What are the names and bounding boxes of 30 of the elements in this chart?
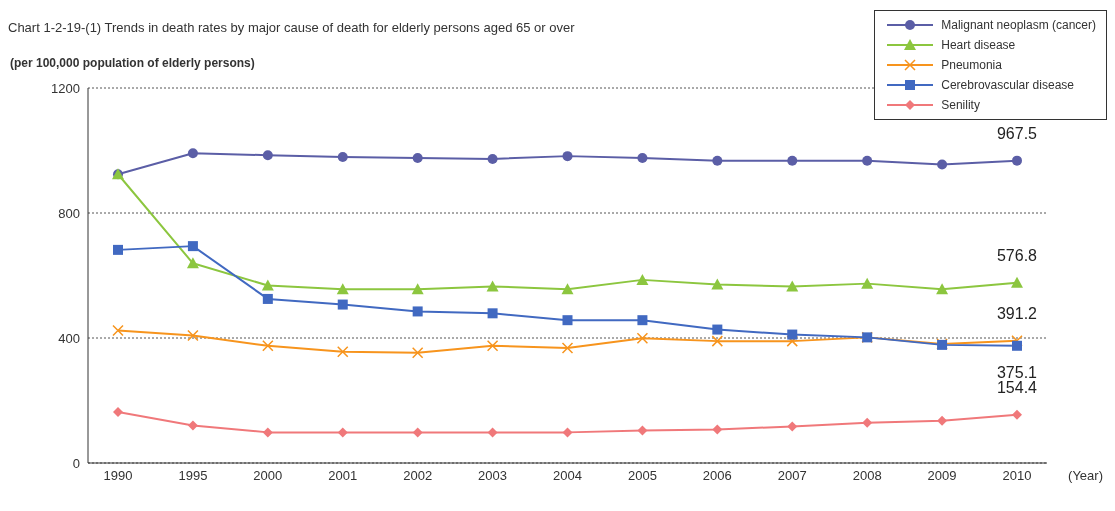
y-tick-label: 0	[72, 455, 80, 471]
x-tick-label: 2008	[852, 468, 882, 484]
legend-label: Malignant neoplasm (cancer)	[941, 18, 1096, 32]
y-tick-label: 1200	[51, 80, 80, 96]
data-label: 576.8	[996, 246, 1038, 264]
legend-label: Pneumonia	[941, 58, 1002, 72]
x-tick-label: 2004	[553, 468, 582, 484]
x-tick-label: 2010	[1002, 468, 1032, 484]
data-label: 967.5	[996, 124, 1038, 142]
data-label: 375.1	[996, 363, 1038, 381]
x-tick-label: 2005	[627, 468, 657, 484]
data-label: 154.4	[996, 378, 1038, 396]
chart-title: Chart 1-2-19-(1) Trends in death rates by major cause of death for elderly persons aged 65 or over	[8, 20, 575, 35]
y-axis-title: (per 100,000 population of elderly persons)	[10, 56, 255, 70]
y-tick-label: 400	[58, 330, 80, 346]
legend-label: Cerebrovascular disease	[941, 78, 1074, 92]
data-label: 391.2	[996, 304, 1038, 322]
y-tick-label: 800	[58, 205, 80, 221]
x-axis-title: (Year)	[1068, 468, 1103, 483]
legend-label: Senility	[941, 98, 980, 112]
x-tick-label: 2007	[777, 468, 807, 484]
x-tick-label: 1990	[103, 468, 133, 484]
x-tick-label: 2002	[403, 468, 433, 484]
legend-label: Heart disease	[941, 38, 1016, 52]
x-tick-label: 2003	[478, 468, 508, 484]
x-tick-label: 2001	[328, 468, 358, 484]
x-tick-label: 1995	[178, 468, 208, 484]
x-tick-label: 2009	[927, 468, 957, 484]
x-tick-label: 2006	[702, 468, 732, 484]
x-tick-label: 2000	[253, 468, 283, 484]
